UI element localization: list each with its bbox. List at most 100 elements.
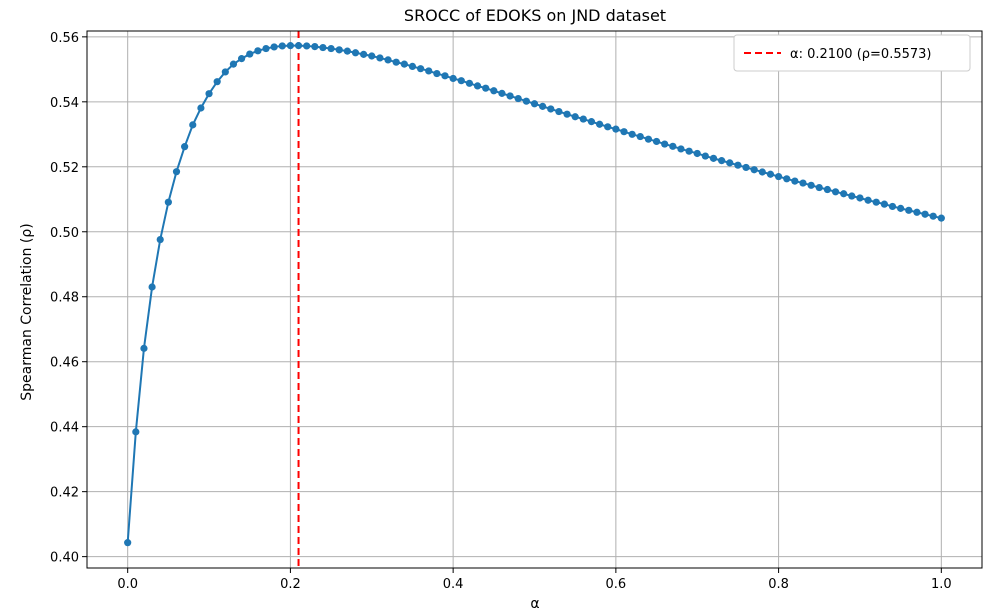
data-point: [205, 90, 213, 98]
x-tick-label: 0.4: [443, 577, 464, 592]
data-point: [181, 143, 189, 151]
data-point: [237, 55, 246, 63]
data-point: [669, 142, 677, 150]
data-point: [661, 140, 669, 148]
data-point: [254, 47, 262, 55]
y-tick-label: 0.54: [50, 96, 79, 111]
data-point: [807, 181, 815, 189]
data-point: [124, 539, 132, 547]
data-point: [473, 82, 482, 90]
data-point: [815, 183, 823, 192]
data-point: [303, 42, 311, 50]
data-point: [164, 198, 172, 206]
data-point: [140, 344, 148, 352]
data-point: [872, 198, 880, 206]
data-point: [652, 137, 661, 146]
data-point: [563, 110, 571, 118]
data-point: [595, 120, 604, 128]
data-point: [506, 92, 514, 100]
data-point: [701, 152, 709, 160]
data-point: [376, 54, 384, 62]
x-tick-label: 0.8: [768, 577, 789, 592]
y-axis-label: Spearman Correlation (ρ): [19, 223, 35, 400]
x-axis-ticks: 0.0 0.2 0.4 0.6 0.8 1.0: [117, 568, 952, 592]
data-point: [408, 62, 417, 71]
data-point: [246, 50, 254, 58]
data-point: [905, 206, 913, 214]
data-point: [522, 97, 530, 105]
data-point: [384, 56, 392, 64]
data-point: [709, 154, 718, 162]
grid-lines: [87, 31, 982, 568]
data-point: [156, 235, 164, 244]
data-point: [612, 125, 620, 133]
y-axis-ticks: 0.40 0.42 0.44 0.46 0.48 0.50 0.52 0.54 0.56: [50, 31, 87, 566]
data-point: [539, 102, 547, 110]
data-point: [644, 135, 653, 143]
data-point: [636, 132, 644, 141]
data-point: [848, 192, 856, 200]
data-point: [856, 194, 864, 202]
data-point: [791, 177, 799, 185]
data-point: [368, 52, 376, 60]
data-point: [774, 172, 783, 181]
data-point: [327, 44, 335, 53]
data-point: [465, 79, 474, 87]
data-point: [579, 115, 587, 123]
data-point: [132, 428, 140, 436]
data-point: [897, 204, 905, 212]
data-point: [571, 113, 579, 121]
data-point: [286, 42, 295, 50]
x-tick-label: 0.0: [117, 577, 138, 592]
x-tick-label: 0.6: [606, 577, 627, 592]
data-point: [840, 190, 848, 198]
data-point: [425, 67, 433, 75]
data-point: [831, 188, 840, 196]
data-point: [587, 118, 596, 126]
plot-area-frame: [86, 30, 983, 569]
data-point: [750, 166, 758, 174]
data-point: [270, 43, 278, 51]
y-tick-label: 0.56: [50, 31, 79, 46]
data-point: [197, 104, 205, 112]
legend-entry-label: α: 0.2100 (ρ=0.5573): [790, 47, 931, 62]
data-point: [921, 210, 929, 218]
chart-title: SROCC of EDOKS on JND dataset: [404, 6, 666, 25]
data-point: [148, 283, 156, 291]
y-tick-label: 0.46: [50, 356, 79, 371]
data-point: [449, 74, 457, 83]
data-point: [783, 175, 791, 183]
x-tick-label: 0.2: [280, 577, 301, 592]
data-point: [677, 145, 685, 153]
data-point: [555, 107, 563, 116]
data-point: [734, 161, 742, 169]
data-point: [758, 168, 766, 176]
data-point: [766, 170, 775, 178]
y-tick-label: 0.48: [50, 291, 79, 306]
data-point: [937, 214, 945, 222]
data-point: [172, 168, 181, 176]
x-tick-label: 1.0: [931, 577, 952, 592]
data-point: [490, 87, 498, 95]
data-point: [229, 60, 238, 68]
data-point: [213, 78, 221, 86]
data-point: [221, 68, 229, 76]
y-tick-label: 0.42: [50, 486, 79, 501]
data-point: [392, 58, 400, 66]
data-point: [416, 65, 425, 73]
data-point: [913, 208, 921, 216]
x-axis-label: α: [530, 596, 539, 612]
data-point: [189, 121, 197, 129]
data-point: [482, 84, 490, 92]
data-point: [343, 47, 351, 55]
data-point: [799, 179, 807, 187]
series-layer: [124, 42, 945, 547]
data-point: [278, 42, 286, 50]
data-point: [311, 42, 319, 51]
data-point: [335, 46, 343, 54]
data-point: [823, 185, 832, 194]
series-line: [126, 44, 942, 543]
data-point: [319, 43, 327, 52]
y-tick-label: 0.40: [50, 551, 79, 566]
